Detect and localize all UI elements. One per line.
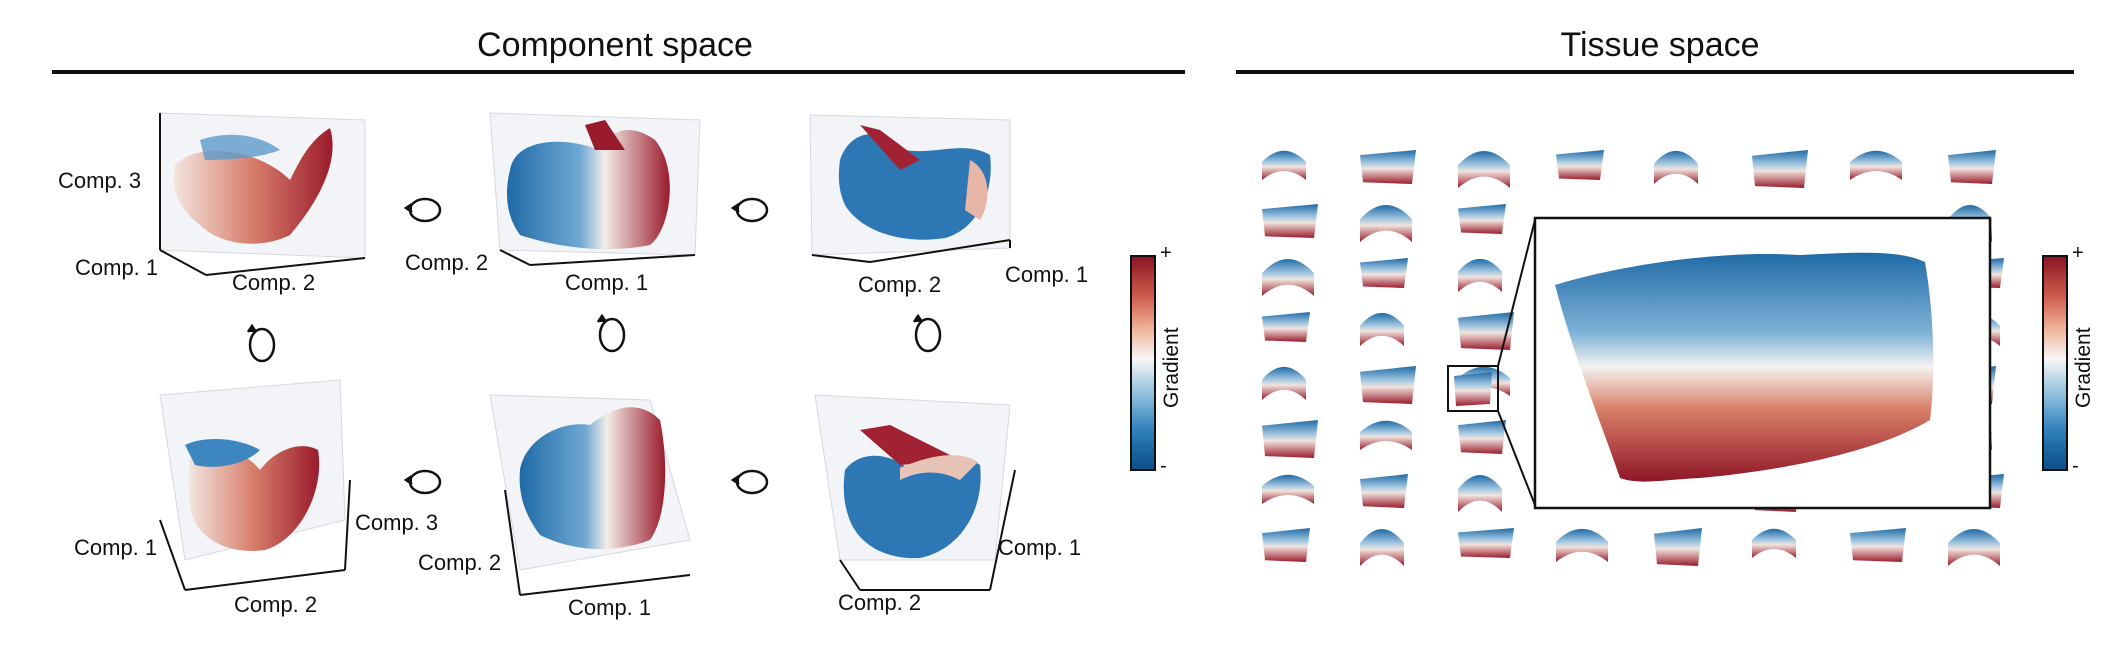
- tissue-colorbar-min: -: [2072, 455, 2079, 477]
- tissue-section: [1556, 150, 1604, 180]
- panel3-axis-right: Comp. 1: [1005, 262, 1089, 287]
- tissue-space-rule: [1236, 70, 2074, 74]
- component-colorbar-max: +: [1160, 242, 1172, 264]
- component-panel-5: [489, 394, 691, 596]
- component-space-title: Component space: [477, 26, 753, 64]
- tissue-section: [1262, 312, 1310, 342]
- tissue-section: [1360, 420, 1412, 450]
- tissue-sections-grid: [1262, 150, 2004, 566]
- tissue-section: [1360, 204, 1412, 242]
- tissue-section: [1360, 366, 1416, 404]
- tissue-section: [1458, 420, 1506, 454]
- tissue-section: [1458, 528, 1514, 558]
- panel5-axis-bottom: Comp. 1: [568, 595, 652, 620]
- panel4-axis-left: Comp. 1: [74, 535, 158, 560]
- tissue-section: [1850, 150, 1902, 180]
- tissue-section: [1262, 420, 1318, 458]
- tissue-section: [1850, 528, 1906, 562]
- panel2-axis-left: Comp. 2: [405, 250, 489, 275]
- component-panel-6: [814, 394, 1016, 591]
- tissue-section: [1458, 204, 1506, 234]
- tissue-section-highlighted: [1454, 372, 1492, 406]
- component-panel-4: [159, 379, 351, 591]
- tissue-section: [1458, 474, 1502, 512]
- tissue-section: [1458, 312, 1514, 350]
- panel1-axis-x: Comp. 1: [75, 255, 159, 280]
- tissue-colorbar-label: Gradient: [2072, 327, 2095, 408]
- tissue-colorbar: [2042, 255, 2068, 471]
- panel2-axis-bottom: Comp. 1: [565, 270, 649, 295]
- tissue-section: [1752, 150, 1808, 188]
- panel3-axis-bottom: Comp. 2: [858, 272, 942, 297]
- panel5-axis-left: Comp. 2: [418, 550, 502, 575]
- rotate-icon: [246, 197, 942, 495]
- tissue-zoom-inset: [1447, 216, 1992, 510]
- tissue-section: [1654, 528, 1702, 566]
- tissue-section: [1458, 258, 1502, 292]
- tissue-space-title: Tissue space: [1560, 26, 1760, 64]
- tissue-section: [1360, 258, 1408, 288]
- component-space-rule: [52, 70, 1185, 74]
- tissue-section: [1948, 150, 1996, 184]
- tissue-section: [1262, 474, 1314, 504]
- panel4-axis-right: Comp. 3: [355, 510, 439, 535]
- tissue-section: [1262, 528, 1310, 562]
- tissue-section: [1262, 204, 1318, 238]
- component-panel-3: [809, 114, 1011, 263]
- tissue-section: [1654, 150, 1698, 184]
- tissue-section: [1262, 258, 1314, 296]
- panel6-axis-right: Comp. 1: [998, 535, 1082, 560]
- component-colorbar: [1130, 255, 1156, 471]
- tissue-section: [1360, 150, 1416, 184]
- tissue-colorbar-max: +: [2072, 242, 2084, 264]
- tissue-section: [1360, 528, 1404, 566]
- tissue-section: [1948, 528, 2000, 566]
- tissue-section: [1360, 474, 1408, 508]
- component-panel-1: [159, 112, 366, 276]
- component-colorbar-min: -: [1160, 455, 1167, 477]
- panel4-axis-bottom: Comp. 2: [234, 592, 318, 617]
- panel1-axis-y: Comp. 2: [232, 270, 316, 295]
- component-panel-2: [489, 112, 701, 266]
- tissue-section: [1752, 528, 1796, 558]
- tissue-section: [1360, 312, 1404, 346]
- panel1-axis-z: Comp. 3: [58, 168, 142, 193]
- tissue-section: [1262, 366, 1306, 400]
- tissue-section: [1458, 150, 1510, 188]
- component-colorbar-label: Gradient: [1160, 327, 1183, 408]
- panel6-axis-bottom: Comp. 2: [838, 590, 922, 615]
- tissue-section: [1262, 150, 1306, 180]
- tissue-section: [1556, 528, 1608, 562]
